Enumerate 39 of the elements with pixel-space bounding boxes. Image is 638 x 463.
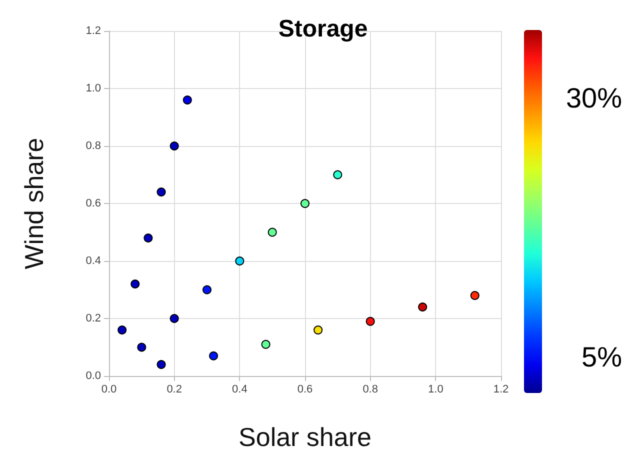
point <box>170 142 179 150</box>
point <box>366 316 375 326</box>
point <box>268 228 277 237</box>
point <box>182 96 192 104</box>
y-tick-label: 0.6 <box>86 198 101 210</box>
y-tick-label: 0.4 <box>86 255 101 267</box>
x-tick-label: 0.2 <box>166 384 182 396</box>
y-axis-title: Wind share <box>19 138 49 270</box>
chart-title: Storage <box>278 16 368 42</box>
y-tick-label: 1.0 <box>86 82 101 94</box>
y-tick-label: 0.0 <box>86 370 101 382</box>
y-tick-label: 0.8 <box>86 140 101 152</box>
point <box>235 256 244 266</box>
point <box>261 340 270 349</box>
x-tick-label: 0.8 <box>362 384 378 396</box>
point <box>156 360 166 369</box>
point <box>202 285 212 294</box>
point <box>118 326 127 334</box>
x-tick-label: 1.0 <box>428 384 444 396</box>
point <box>137 342 146 352</box>
point <box>144 234 153 242</box>
point <box>418 302 428 312</box>
point <box>300 199 310 208</box>
x-axis-title: Solar share <box>238 422 372 452</box>
point <box>209 351 218 360</box>
x-tick-label: 1.2 <box>493 384 509 396</box>
point <box>314 326 323 334</box>
color-bar-label: 30% <box>566 82 622 114</box>
x-tick-label: 0.4 <box>232 384 248 396</box>
x-tick-label: 0.0 <box>101 384 117 396</box>
color-bar-label: 5% <box>582 342 622 373</box>
x-tick-label: 0.6 <box>297 384 313 396</box>
point <box>170 314 179 323</box>
y-tick-label: 0.2 <box>86 312 101 324</box>
point <box>470 291 480 300</box>
point <box>130 280 140 288</box>
y-tick-label: 1.2 <box>86 25 101 37</box>
point <box>333 170 342 180</box>
point <box>156 188 166 196</box>
